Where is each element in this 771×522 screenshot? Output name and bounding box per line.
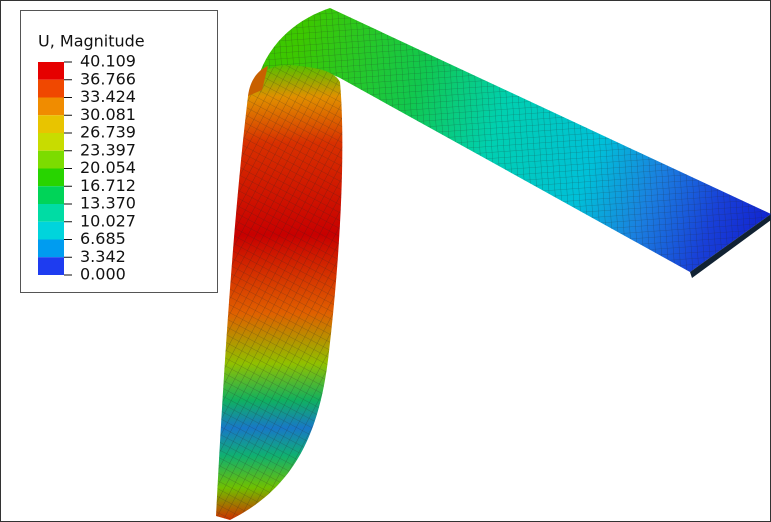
legend-swatch: [38, 151, 64, 169]
legend-swatch: [38, 222, 64, 240]
legend-swatch: [38, 257, 64, 275]
legend-label: 33.424: [80, 87, 136, 106]
legend-label: 3.342: [80, 247, 126, 266]
screenshot: U, Magnitude 40.10936.76633.42430.08126.…: [0, 0, 771, 522]
legend-label: 40.109: [80, 52, 136, 71]
legend-swatch: [38, 62, 64, 80]
legend-swatch: [38, 204, 64, 222]
legend-label: 23.397: [80, 140, 136, 159]
legend-label: 20.054: [80, 158, 136, 177]
legend-swatch: [38, 240, 64, 258]
legend-label: 13.370: [80, 194, 136, 213]
legend-label: 16.712: [80, 176, 136, 195]
legend-swatch: [38, 80, 64, 98]
legend-label: 10.027: [80, 211, 136, 230]
legend-label: 30.081: [80, 105, 136, 124]
legend-swatch: [38, 133, 64, 151]
legend-swatch: [38, 186, 64, 204]
legend-swatch: [38, 98, 64, 116]
deformed-model: [216, 8, 771, 520]
legend-title: U, Magnitude: [38, 32, 145, 51]
legend-label: 26.739: [80, 123, 136, 142]
legend-swatch: [38, 115, 64, 133]
legend-label: 36.766: [80, 69, 136, 88]
legend-label: 0.000: [80, 265, 126, 284]
legend: U, Magnitude 40.10936.76633.42430.08126.…: [21, 11, 218, 293]
color-scale: 40.10936.76633.42430.08126.73923.39720.0…: [38, 52, 136, 284]
legend-swatch: [38, 169, 64, 187]
legend-label: 6.685: [80, 229, 126, 248]
